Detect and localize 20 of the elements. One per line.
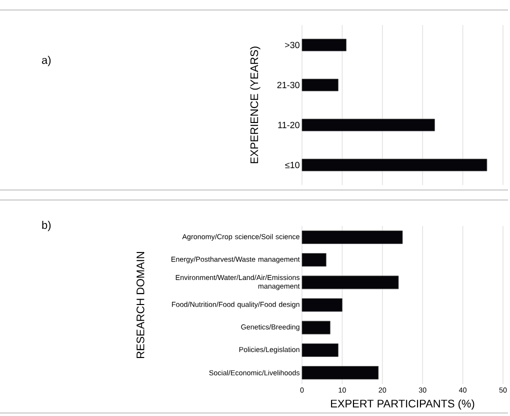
bar xyxy=(302,343,338,357)
bar xyxy=(302,38,346,52)
bar xyxy=(302,253,326,267)
y-tick-label: 21-30 xyxy=(277,82,300,88)
bar xyxy=(302,298,342,312)
y-tick-label: ≤10 xyxy=(285,162,300,168)
y-axis-title: RESEARCH DOMAIN xyxy=(136,252,144,358)
y-tick-label: >30 xyxy=(285,42,300,48)
bar xyxy=(302,366,379,380)
bar xyxy=(302,320,330,334)
bar xyxy=(302,230,403,244)
text: b) xyxy=(42,220,51,232)
bar xyxy=(302,276,399,290)
y-axis-title: EXPERIENCE (YEARS) xyxy=(250,46,260,164)
bar xyxy=(302,118,435,132)
bar xyxy=(302,158,488,172)
bar xyxy=(302,78,338,92)
x-axis-title: EXPERT PARTICIPANTS (%) xyxy=(331,399,474,410)
text: a) xyxy=(42,56,51,66)
y-tick-label: 11-20 xyxy=(278,122,300,128)
